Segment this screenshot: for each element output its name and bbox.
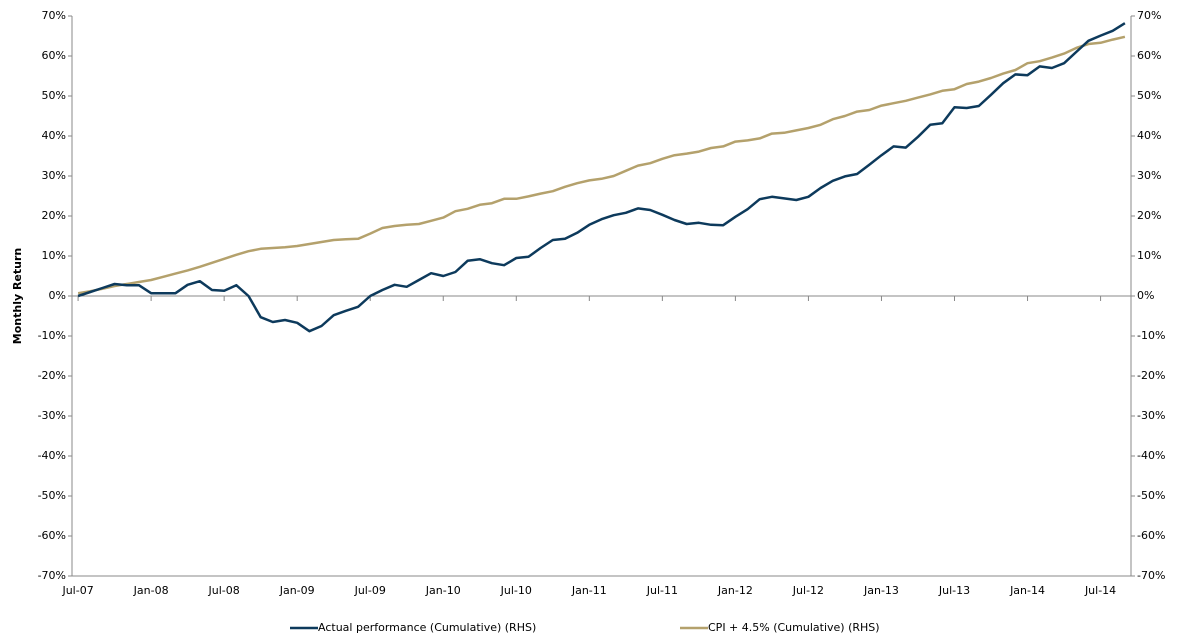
y2-tick-label: -10% — [1137, 329, 1165, 342]
x-tick-label: Jan-12 — [717, 584, 753, 597]
y-tick-label: -40% — [38, 449, 66, 462]
y-tick-label: -50% — [38, 489, 66, 502]
x-tick-label: Jan-09 — [279, 584, 315, 597]
x-tick-label: Jul-08 — [208, 584, 240, 597]
y2-tick-label: 0% — [1137, 289, 1154, 302]
x-tick-label: Jul-13 — [938, 584, 970, 597]
y2-tick-label: 40% — [1137, 129, 1161, 142]
y2-tick-label: 60% — [1137, 49, 1161, 62]
x-tick-label: Jul-09 — [354, 584, 386, 597]
y2-tick-label: 70% — [1137, 9, 1161, 22]
legend-label: Actual performance (Cumulative) (RHS) — [318, 621, 536, 634]
x-tick-label: Jul-14 — [1084, 584, 1116, 597]
y-tick-label: 60% — [42, 49, 66, 62]
series-line — [77, 22, 1126, 333]
y-tick-label: 40% — [42, 129, 66, 142]
y2-tick-label: -20% — [1137, 369, 1165, 382]
y-tick-label: 70% — [42, 9, 66, 22]
series-line — [77, 35, 1126, 295]
x-tick-label: Jul-10 — [500, 584, 532, 597]
y2-tick-label: 20% — [1137, 209, 1161, 222]
y-tick-label: -20% — [38, 369, 66, 382]
y2-tick-label: -40% — [1137, 449, 1165, 462]
y2-tick-label: -60% — [1137, 529, 1165, 542]
y-tick-label: -60% — [38, 529, 66, 542]
y2-tick-label: -50% — [1137, 489, 1165, 502]
x-tick-label: Jul-11 — [646, 584, 678, 597]
y-tick-label: -10% — [38, 329, 66, 342]
x-tick-label: Jan-08 — [133, 584, 169, 597]
y2-tick-label: 50% — [1137, 89, 1161, 102]
x-tick-label: Jul-07 — [61, 584, 93, 597]
x-tick-label: Jan-14 — [1009, 584, 1045, 597]
y-tick-label: 20% — [42, 209, 66, 222]
y-tick-label: 30% — [42, 169, 66, 182]
x-tick-label: Jan-13 — [863, 584, 899, 597]
x-tick-label: Jan-11 — [571, 584, 607, 597]
y-axis-label: Monthly Return — [11, 248, 24, 344]
legend-label: CPI + 4.5% (Cumulative) (RHS) — [708, 621, 880, 634]
x-tick-label: Jul-12 — [792, 584, 824, 597]
y2-tick-label: -30% — [1137, 409, 1165, 422]
y2-tick-label: 30% — [1137, 169, 1161, 182]
y-tick-label: -30% — [38, 409, 66, 422]
y2-tick-label: -70% — [1137, 569, 1165, 582]
y2-tick-label: 10% — [1137, 249, 1161, 262]
y-tick-label: 50% — [42, 89, 66, 102]
y-tick-label: -70% — [38, 569, 66, 582]
y-tick-label: 0% — [49, 289, 66, 302]
y-tick-label: 10% — [42, 249, 66, 262]
x-tick-label: Jan-10 — [425, 584, 461, 597]
